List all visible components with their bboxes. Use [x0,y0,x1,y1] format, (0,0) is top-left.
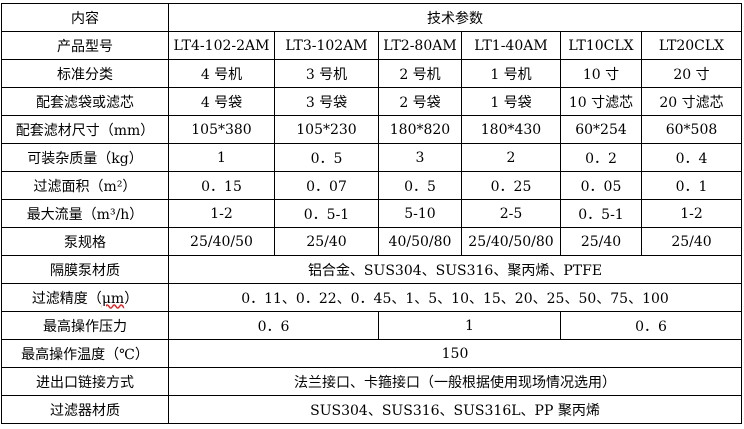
table-cell: 4 号机 [168,59,275,88]
table-cell: LT3-102AM [274,31,379,60]
row-label: 最高操作压力 [1,311,169,340]
table-cell: 25/40 [274,227,379,256]
table-row: 最大流量（m³/h） 1-2 0．5-1 5-10 2-5 0．5-1 1-2 [1,199,742,228]
table-cell: 2 号袋 [378,87,462,116]
table-cell: 60*254 [560,115,642,144]
table-cell: 0．5-1 [560,199,642,228]
table-row: 可装杂质量（kg） 1 0．5 3 2 0．2 0．4 [1,143,742,172]
table-cell: 技术参数 [168,3,742,32]
table-cell: 105*380 [168,115,275,144]
table-cell: 60*508 [641,115,742,144]
table-cell: 2 [461,143,561,172]
row-label: 过滤精度（μm） [1,283,169,312]
table-cell: LT4-102-2AM [168,31,275,60]
row-label: 配套滤材尺寸（mm） [1,115,169,144]
table-cell: 10 寸滤芯 [560,87,642,116]
table-row: 过滤面积（m²） 0．15 0．07 0．5 0．25 0．05 0．1 [1,171,742,200]
table-row: 过滤精度（μm） 0．11、0．22、0．45、1、5、10、15、20、25、5… [1,283,742,312]
table-cell: 0．5 [378,171,462,200]
table-cell: 0．6 [560,311,742,340]
table-cell: 0．05 [560,171,642,200]
table-cell: 0．5-1 [274,199,379,228]
table-cell: 2-5 [461,199,561,228]
row-label: 隔膜泵材质 [1,255,169,284]
table-cell: 0．5 [274,143,379,172]
table-cell: 0．15 [168,171,275,200]
row-label: 产品型号 [1,31,169,60]
table-cell: 40/50/80 [378,227,462,256]
table-cell: LT10CLX [560,31,642,60]
table-cell: 105*230 [274,115,379,144]
table-cell: 0．2 [560,143,642,172]
row-label: 泵规格 [1,227,169,256]
table-cell: 150 [168,339,742,368]
table-cell: 0．11、0．22、0．45、1、5、10、15、20、25、50、75、100 [168,283,742,312]
table-cell: 2 号机 [378,59,462,88]
table-row: 产品型号 LT4-102-2AM LT3-102AM LT2-80AM LT1-40AM… [1,31,742,60]
table-row: 最高操作压力 0．6 1 0．6 [1,311,742,340]
table-row: 标准分类 4 号机 3 号机 2 号机 1 号机 10 寸 20 寸 [1,59,742,88]
table-cell: 1 号袋 [461,87,561,116]
table-cell: 法兰接口、卡箍接口（一般根据使用现场情况选用） [168,367,742,396]
row-label: 最高操作温度（℃） [1,339,169,368]
spec-table-body: 内容 技术参数 产品型号 LT4-102-2AM LT3-102AM LT2-80AM LT… [1,3,742,424]
table-row: 内容 技术参数 [1,3,742,32]
table-cell: 1-2 [641,199,742,228]
table-row: 过滤器材质 SUS304、SUS316、SUS316L、PP 聚丙烯 [1,395,742,424]
table-cell: LT1-40AM [461,31,561,60]
table-row: 最高操作温度（℃） 150 [1,339,742,368]
table-cell: 3 [378,143,462,172]
table-row: 进出口链接方式 法兰接口、卡箍接口（一般根据使用现场情况选用） [1,367,742,396]
table-cell: 25/40/50/80 [461,227,561,256]
table-cell: LT20CLX [641,31,742,60]
table-cell: 20 寸 [641,59,742,88]
table-cell: 铝合金、SUS304、SUS316、聚丙烯、PTFE [168,255,742,284]
table-cell: 180*820 [378,115,462,144]
table-cell: 180*430 [461,115,561,144]
table-cell: 0．4 [641,143,742,172]
table-row: 配套滤材尺寸（mm） 105*380 105*230 180*820 180*430 60… [1,115,742,144]
row-label: 配套滤袋或滤芯 [1,87,169,116]
table-cell: 5-10 [378,199,462,228]
table-row: 隔膜泵材质 铝合金、SUS304、SUS316、聚丙烯、PTFE [1,255,742,284]
row-label: 标准分类 [1,59,169,88]
table-cell: 25/40/50 [168,227,275,256]
spec-table: 内容 技术参数 产品型号 LT4-102-2AM LT3-102AM LT2-80AM LT… [1,3,742,424]
table-cell: 1-2 [168,199,275,228]
table-cell: LT2-80AM [378,31,462,60]
table-cell: 25/40 [560,227,642,256]
table-cell: 3 号机 [274,59,379,88]
table-cell: 0．07 [274,171,379,200]
row-label: 进出口链接方式 [1,367,169,396]
table-cell: 4 号袋 [168,87,275,116]
table-cell: 1 [168,143,275,172]
table-cell: 20 寸滤芯 [641,87,742,116]
row-label: 内容 [1,3,169,32]
table-cell: 3 号袋 [274,87,379,116]
row-label: 过滤器材质 [1,395,169,424]
table-cell: 0．25 [461,171,561,200]
table-cell: 1 [378,311,561,340]
table-row: 泵规格 25/40/50 25/40 40/50/80 25/40/50/80 25/40… [1,227,742,256]
table-cell: 25/40 [641,227,742,256]
row-label: 最大流量（m³/h） [1,199,169,228]
row-label: 可装杂质量（kg） [1,143,169,172]
table-cell: 1 号机 [461,59,561,88]
table-row: 配套滤袋或滤芯 4 号袋 3 号袋 2 号袋 1 号袋 10 寸滤芯 20 寸滤芯 [1,87,742,116]
table-cell: 0．6 [168,311,379,340]
row-label: 过滤面积（m²） [1,171,169,200]
table-cell: 0．1 [641,171,742,200]
spellcheck-underline: μm [101,290,125,307]
table-cell: SUS304、SUS316、SUS316L、PP 聚丙烯 [168,395,742,424]
table-cell: 10 寸 [560,59,642,88]
